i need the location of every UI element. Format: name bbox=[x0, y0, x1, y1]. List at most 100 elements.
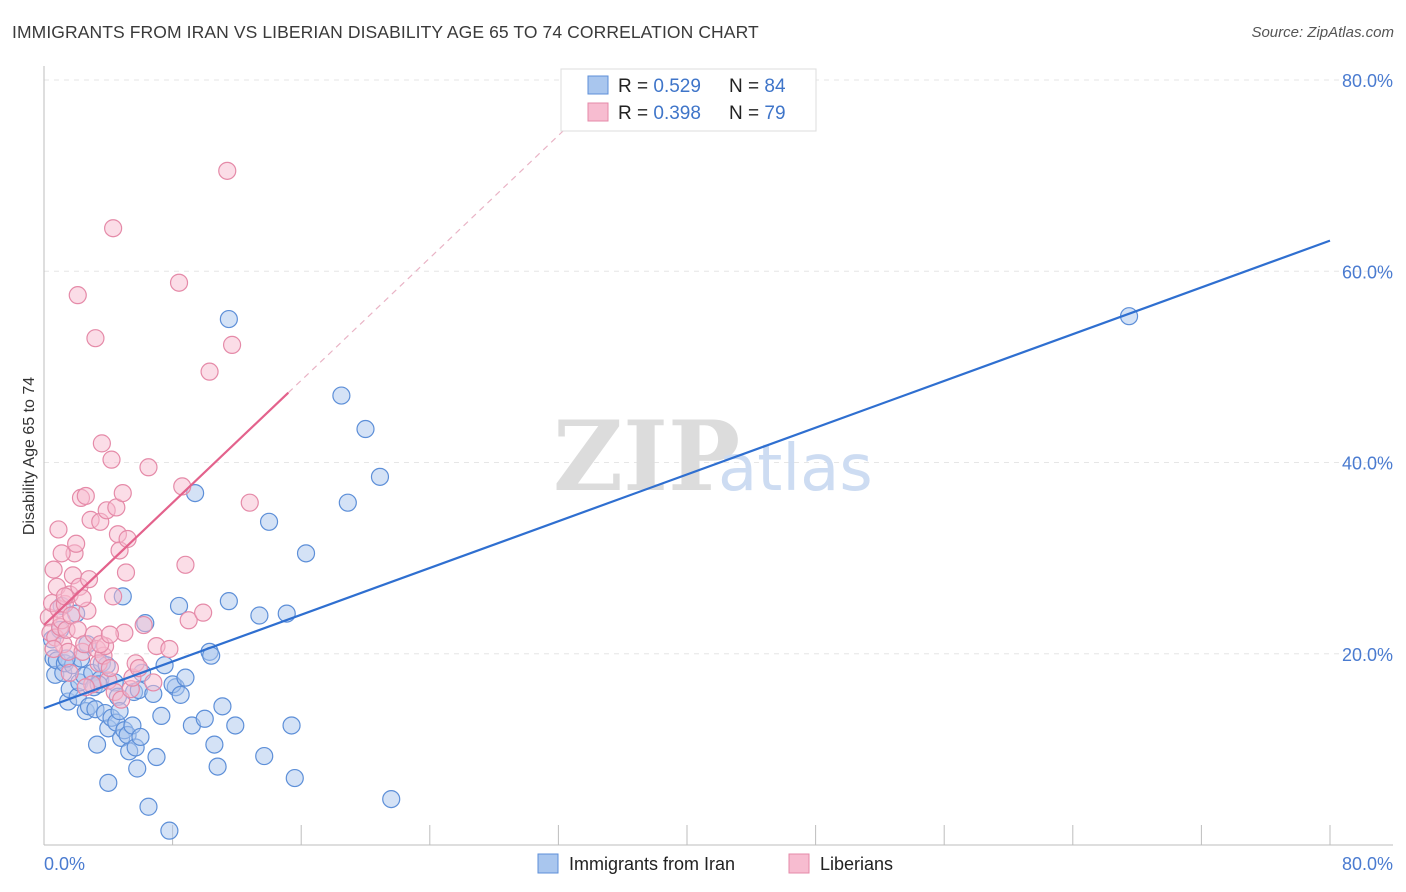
data-point bbox=[282, 716, 301, 735]
data-point bbox=[68, 286, 87, 305]
data-point bbox=[147, 747, 166, 767]
legend-r-label: R = bbox=[618, 76, 653, 97]
data-point bbox=[179, 611, 198, 630]
data-point bbox=[134, 615, 153, 635]
legend-r-value: 0.398 bbox=[653, 103, 701, 124]
data-point bbox=[152, 706, 171, 726]
data-point bbox=[240, 493, 259, 512]
data-point bbox=[213, 697, 232, 716]
data-point bbox=[332, 386, 351, 405]
series-immigrants-from-iran bbox=[42, 307, 1139, 840]
data-point bbox=[102, 450, 121, 469]
y-tick-label: 80.0% bbox=[1342, 71, 1393, 91]
data-point bbox=[99, 773, 118, 792]
svg-text:R = 0.529: R = 0.529 bbox=[618, 76, 701, 97]
legend-n-label: N = bbox=[729, 76, 764, 97]
data-point bbox=[87, 735, 107, 754]
legend-n-label: N = bbox=[729, 103, 764, 124]
data-point bbox=[208, 757, 227, 776]
tick-labels: 0.0% 80.0% 20.0% 40.0% 60.0% 80.0% bbox=[44, 71, 1393, 874]
axes bbox=[43, 66, 1393, 846]
legend-r-label: R = bbox=[618, 103, 653, 124]
series-legend: Immigrants from Iran Liberians bbox=[537, 853, 893, 874]
data-point bbox=[296, 544, 316, 563]
data-point bbox=[160, 639, 179, 659]
legend-label-liberians: Liberians bbox=[820, 854, 893, 874]
data-point bbox=[195, 709, 214, 728]
svg-text:N = 84: N = 84 bbox=[729, 76, 786, 97]
data-point bbox=[169, 596, 189, 616]
series-liberians bbox=[39, 161, 259, 709]
data-point bbox=[226, 716, 245, 735]
data-point bbox=[67, 534, 86, 553]
y-tick-label: 20.0% bbox=[1342, 645, 1393, 665]
stats-legend: R = 0.529 N = 84 R = 0.398 N = 79 bbox=[560, 68, 817, 132]
trend-line-extension bbox=[287, 127, 567, 394]
data-point bbox=[128, 759, 147, 778]
y-tick-label: 60.0% bbox=[1342, 262, 1393, 282]
legend-swatch-pink bbox=[587, 102, 609, 122]
x-tick-label-end: 80.0% bbox=[1342, 854, 1393, 874]
gridlines bbox=[44, 79, 1393, 655]
watermark-atlas: atlas bbox=[718, 432, 873, 506]
data-point bbox=[49, 520, 68, 539]
data-point bbox=[255, 746, 274, 766]
data-point bbox=[73, 589, 92, 608]
data-point bbox=[370, 467, 390, 486]
source-label: Source: ZipAtlas.com bbox=[1251, 24, 1394, 41]
data-point bbox=[219, 592, 238, 611]
legend-n-value: 79 bbox=[764, 103, 785, 124]
data-point bbox=[44, 560, 63, 579]
data-point bbox=[205, 735, 224, 754]
data-point bbox=[176, 555, 195, 574]
data-point bbox=[113, 484, 132, 503]
legend-n-value: 84 bbox=[764, 76, 786, 97]
data-point bbox=[382, 789, 401, 809]
data-point bbox=[139, 797, 158, 816]
trend-lines bbox=[43, 127, 1331, 710]
legend-swatch-liberians bbox=[788, 853, 810, 874]
data-point bbox=[76, 486, 95, 506]
data-point bbox=[100, 625, 120, 644]
watermark-zip: ZIP bbox=[553, 400, 740, 513]
data-point bbox=[200, 362, 219, 381]
trend-line-pink bbox=[43, 391, 290, 626]
svg-text:R = 0.398: R = 0.398 bbox=[618, 103, 701, 124]
data-point bbox=[116, 563, 136, 582]
data-point bbox=[285, 768, 304, 788]
data-point bbox=[60, 663, 79, 682]
y-axis-label: Disability Age 65 to 74 bbox=[21, 377, 38, 535]
trend-line-blue bbox=[43, 239, 1331, 710]
data-point bbox=[250, 606, 269, 625]
data-point bbox=[160, 821, 179, 840]
data-point bbox=[194, 603, 213, 622]
data-point bbox=[144, 673, 163, 692]
legend-swatch-immigrants-from-iran bbox=[537, 853, 559, 874]
data-point bbox=[79, 570, 99, 589]
data-point bbox=[176, 668, 195, 687]
data-point bbox=[171, 685, 190, 704]
data-point bbox=[104, 587, 123, 606]
x-tick-label-start: 0.0% bbox=[44, 854, 85, 874]
data-point bbox=[104, 219, 123, 238]
y-tick-label: 40.0% bbox=[1342, 454, 1393, 474]
data-point bbox=[52, 544, 71, 563]
data-point bbox=[338, 493, 357, 512]
data-point bbox=[219, 309, 238, 329]
legend-r-value: 0.529 bbox=[653, 76, 701, 97]
svg-text:N = 79: N = 79 bbox=[729, 103, 786, 124]
data-point bbox=[169, 273, 189, 292]
legend-swatch-blue bbox=[587, 75, 609, 95]
data-point bbox=[44, 639, 63, 659]
data-point bbox=[131, 727, 150, 747]
data-point bbox=[92, 434, 111, 453]
chart-title: IMMIGRANTS FROM IRAN VS LIBERIAN DISABIL… bbox=[12, 22, 759, 42]
data-point bbox=[222, 335, 242, 354]
data-point bbox=[218, 161, 237, 180]
legend-label-immigrants-from-iran: Immigrants from Iran bbox=[569, 854, 735, 874]
watermark: ZIP atlas bbox=[553, 400, 873, 513]
data-point bbox=[100, 658, 120, 678]
data-point bbox=[356, 419, 375, 439]
data-point bbox=[139, 458, 158, 477]
